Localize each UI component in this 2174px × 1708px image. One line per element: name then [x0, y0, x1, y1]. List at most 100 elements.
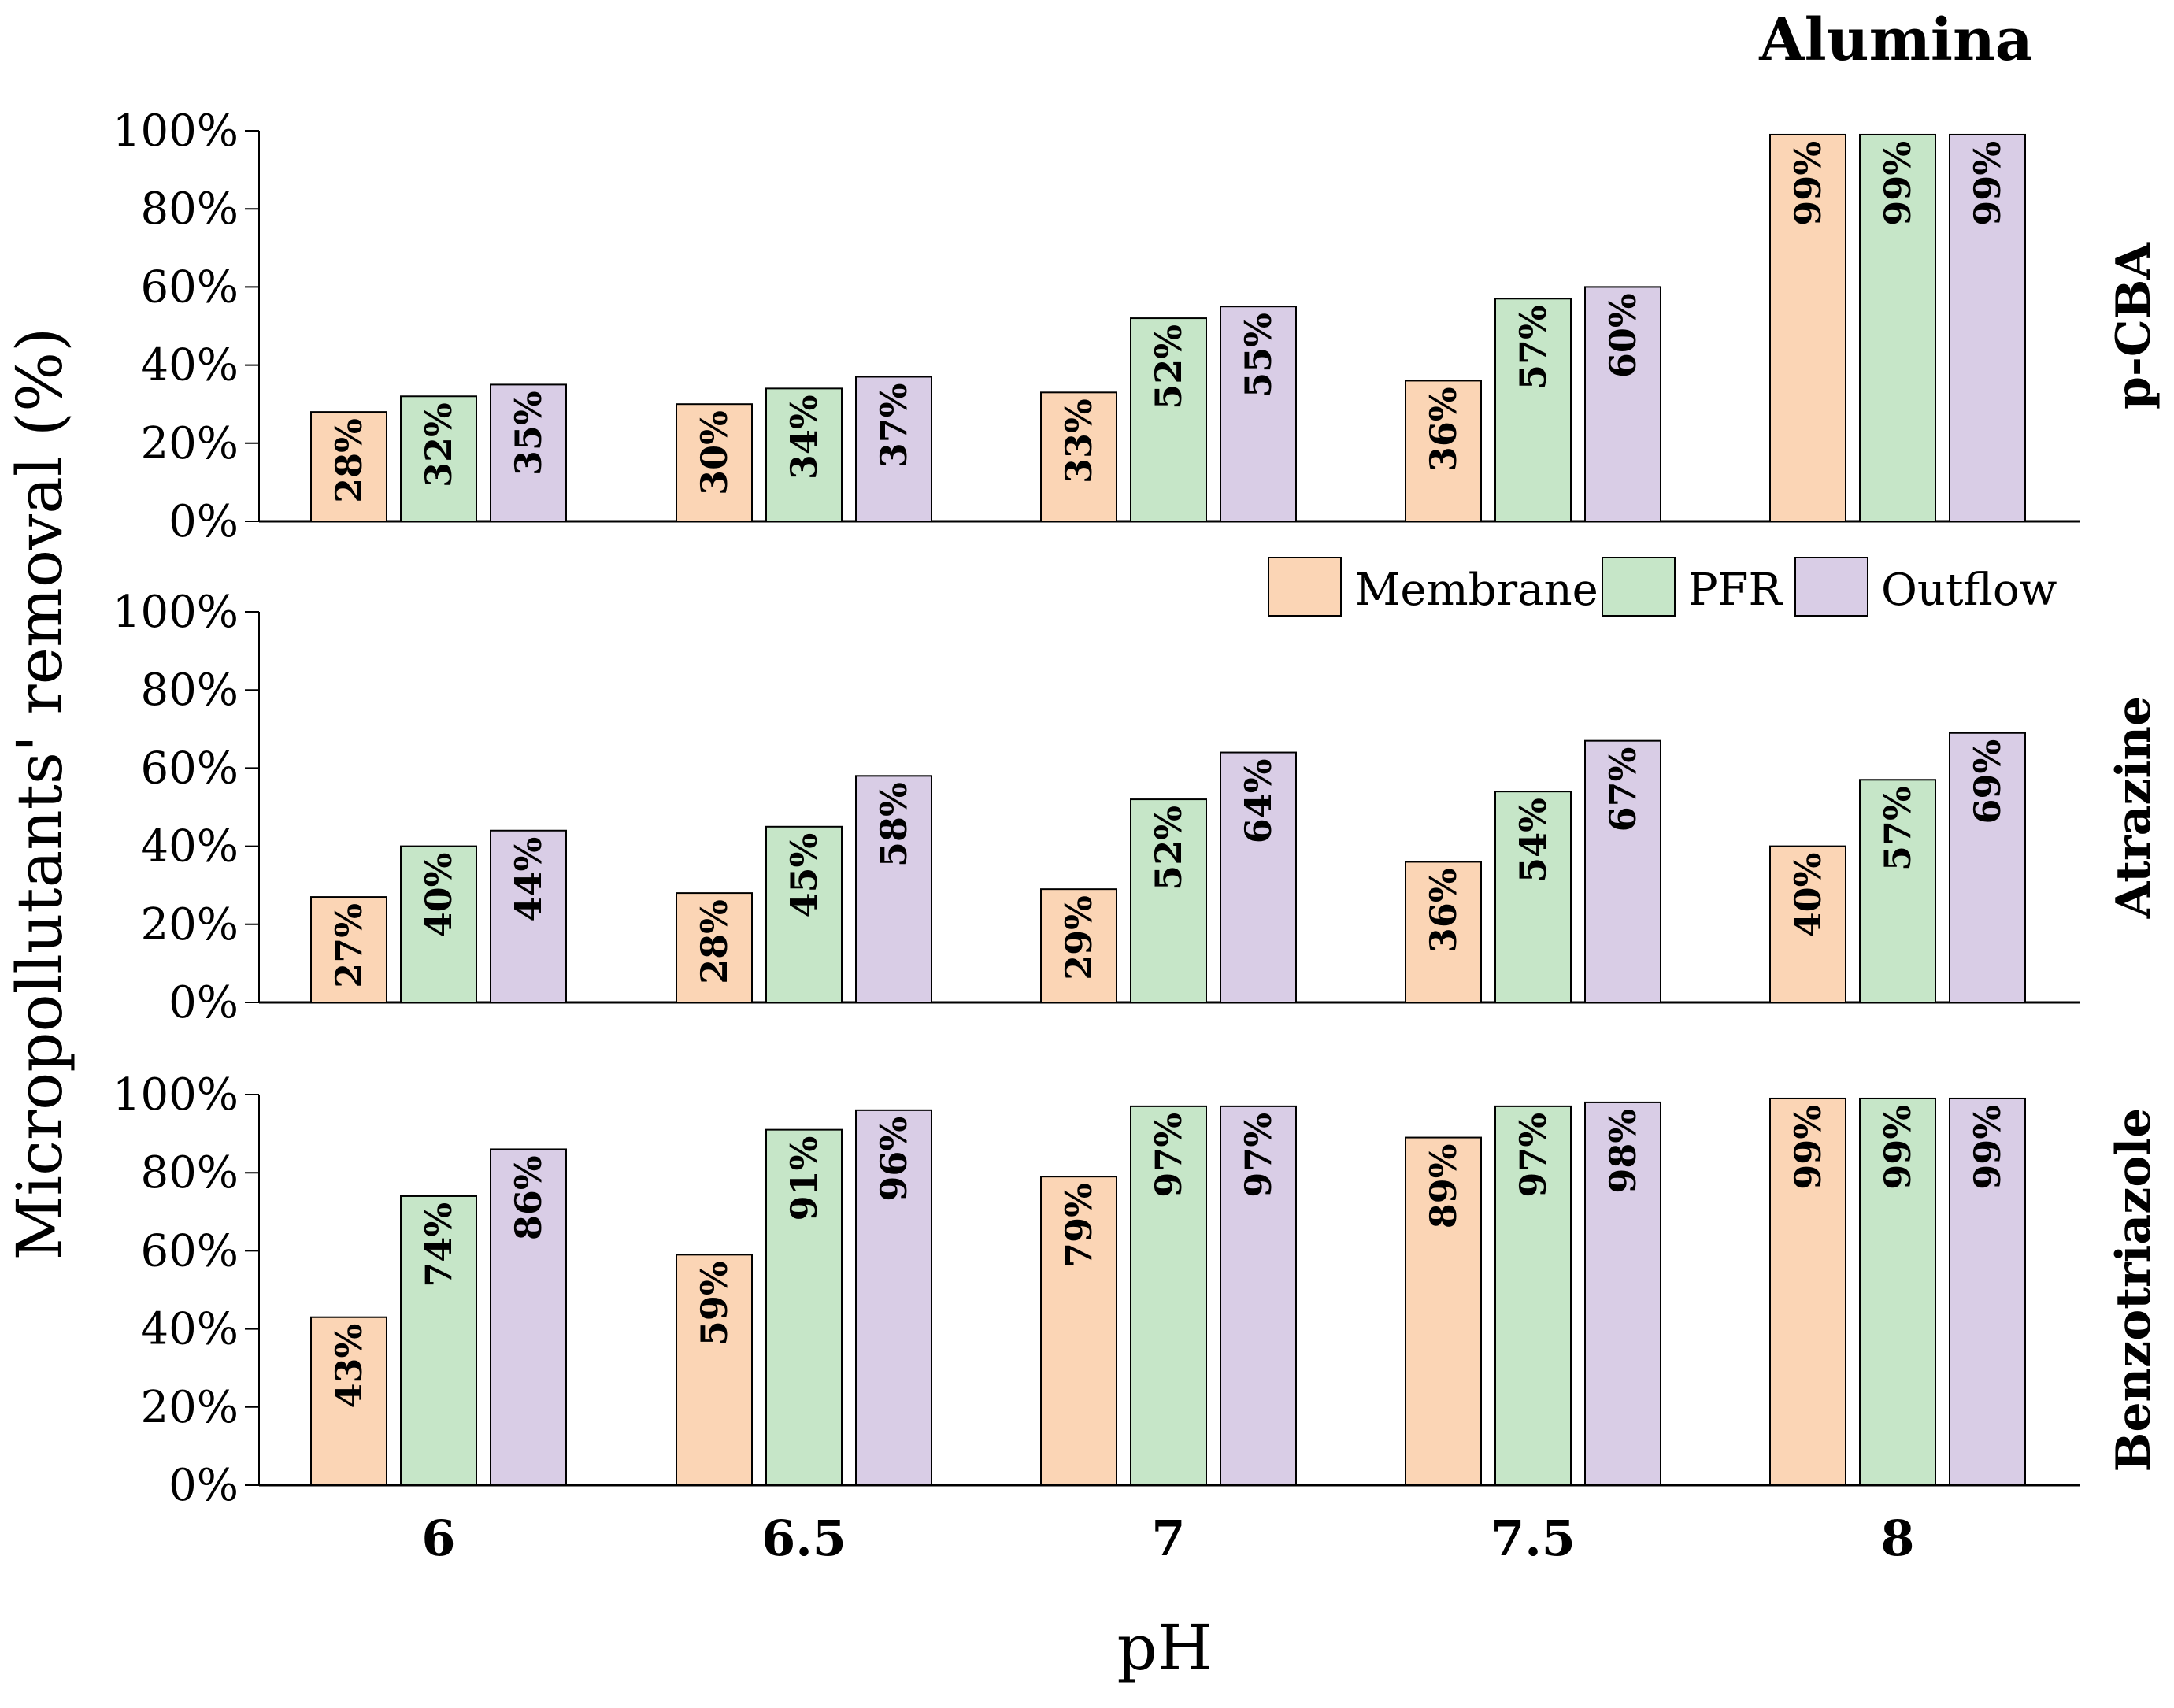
y-tick-label: 100%: [113, 106, 239, 157]
legend-swatch-pfr: [1602, 557, 1676, 617]
bar-value-label: 58%: [872, 782, 915, 867]
bar-value-label: 36%: [1422, 387, 1465, 472]
bar-membrane: [676, 403, 753, 523]
bar-membrane: [310, 1316, 387, 1486]
y-tick-label: 80%: [141, 183, 239, 235]
bar-value-label: 34%: [783, 395, 825, 480]
bar-value-label: 28%: [693, 899, 735, 984]
bar-value-label: 86%: [507, 1155, 550, 1240]
panel-label: Atrazine: [2106, 696, 2161, 919]
bar-pfr: [1130, 798, 1207, 1004]
y-tick-label: 80%: [141, 665, 239, 716]
bar-value-label: 54%: [1512, 798, 1554, 883]
bar-pfr: [765, 1128, 843, 1486]
y-tick-label: 40%: [141, 340, 239, 391]
y-tick-label: 60%: [141, 1225, 239, 1276]
bar-value-label: 74%: [417, 1202, 460, 1287]
bar-outflow: [1584, 1101, 1661, 1487]
y-tick-label: 20%: [141, 899, 239, 950]
bar-membrane: [1040, 391, 1117, 522]
y-tick-label: 20%: [141, 1382, 239, 1433]
bar-pfr: [400, 1195, 477, 1486]
bar-pfr: [1859, 779, 1936, 1004]
y-tick-label: 0%: [169, 977, 239, 1028]
bar-value-label: 64%: [1237, 759, 1280, 844]
bar-outflow: [855, 775, 932, 1003]
legend-label-membrane: Membrane: [1355, 565, 1598, 616]
bar-value-label: 67%: [1602, 747, 1644, 832]
bar-value-label: 91%: [783, 1136, 825, 1221]
y-tick-label: 40%: [141, 821, 239, 873]
bar-membrane: [676, 892, 753, 1003]
bar-value-label: 99%: [1966, 1105, 2009, 1190]
bar-value-label: 40%: [1787, 853, 1829, 938]
y-tick-label: 0%: [169, 1460, 239, 1511]
y-tick-label: 20%: [141, 418, 239, 469]
bar-membrane: [1769, 1097, 1846, 1486]
panels-layer: 0% 20% 40% 60% 80% 100% 28% 30% 33% 36% 99% 32% 34% 5…: [113, 106, 2161, 1511]
bar-value-label: 43%: [328, 1324, 370, 1409]
bar-membrane: [1040, 1176, 1117, 1487]
bar-outflow: [855, 376, 932, 523]
bar-membrane: [1040, 888, 1117, 1004]
bar-value-label: 69%: [1966, 739, 2009, 824]
bar-pfr: [1859, 1097, 1936, 1486]
y-tick-label: 60%: [141, 261, 239, 313]
legend: Membrane PFR Outflow: [1268, 557, 2057, 617]
bar-value-label: 45%: [783, 833, 825, 918]
legend-swatch-membrane: [1268, 557, 1342, 617]
bar-pfr: [400, 845, 477, 1003]
y-axis-title: Micropollutants' removal (%): [3, 328, 76, 1261]
legend-label-pfr: PFR: [1688, 565, 1783, 616]
bar-pfr: [765, 825, 843, 1004]
bar-pfr: [765, 387, 843, 522]
bar-value-label: 57%: [1512, 305, 1554, 390]
bar-membrane: [1769, 133, 1846, 523]
bar-value-label: 32%: [417, 402, 460, 487]
y-tick-label: 80%: [141, 1147, 239, 1199]
bar-value-label: 79%: [1057, 1183, 1100, 1268]
bar-outflow: [1584, 739, 1661, 1003]
bar-membrane: [1769, 845, 1846, 1003]
bar-outflow: [1949, 1097, 2026, 1486]
x-tick-labels: 6 6.5 7 7.5 8: [421, 1510, 1914, 1567]
bar-value-label: 99%: [1876, 1105, 1919, 1190]
legend-label-outflow: Outflow: [1881, 565, 2057, 616]
bar-value-label: 44%: [507, 837, 550, 922]
bar-outflow: [855, 1109, 932, 1486]
y-tick-label: 100%: [113, 1069, 239, 1121]
bar-pfr: [1494, 1105, 1572, 1486]
bar-value-label: 99%: [1966, 141, 2009, 226]
bar-value-label: 97%: [1147, 1113, 1190, 1198]
bar-value-label: 35%: [507, 391, 550, 476]
bar-value-label: 28%: [328, 418, 370, 503]
bar-outflow: [1220, 306, 1297, 522]
x-tick-label: 8: [1880, 1510, 1914, 1567]
bar-value-label: 97%: [1512, 1113, 1554, 1198]
x-tick-label: 7.5: [1491, 1510, 1576, 1567]
bar-membrane: [676, 1254, 753, 1486]
bar-value-label: 52%: [1147, 324, 1190, 409]
bar-pfr: [1494, 298, 1572, 522]
bar-value-label: 27%: [328, 903, 370, 988]
bar-membrane: [310, 896, 387, 1003]
bar-membrane: [310, 411, 387, 522]
bar-outflow: [490, 829, 567, 1004]
bar-value-label: 40%: [417, 853, 460, 938]
panel-label: p-CBA: [2106, 242, 2161, 409]
bar-value-label: 29%: [1057, 895, 1100, 980]
panel-label: Benzotriazole: [2106, 1108, 2161, 1473]
bar-value-label: 52%: [1147, 806, 1190, 891]
bar-value-label: 89%: [1422, 1144, 1465, 1229]
bar-pfr: [1859, 133, 1936, 523]
bar-value-label: 98%: [1602, 1109, 1644, 1194]
chart-title: Alumina: [1758, 6, 2033, 74]
bar-value-label: 99%: [1787, 141, 1829, 226]
bar-value-label: 97%: [1237, 1113, 1280, 1198]
bar-outflow: [490, 383, 567, 522]
x-tick-label: 6: [421, 1510, 455, 1567]
bar-value-label: 55%: [1237, 313, 1280, 398]
bar-membrane: [1405, 1136, 1482, 1487]
bar-outflow: [1949, 732, 2026, 1003]
